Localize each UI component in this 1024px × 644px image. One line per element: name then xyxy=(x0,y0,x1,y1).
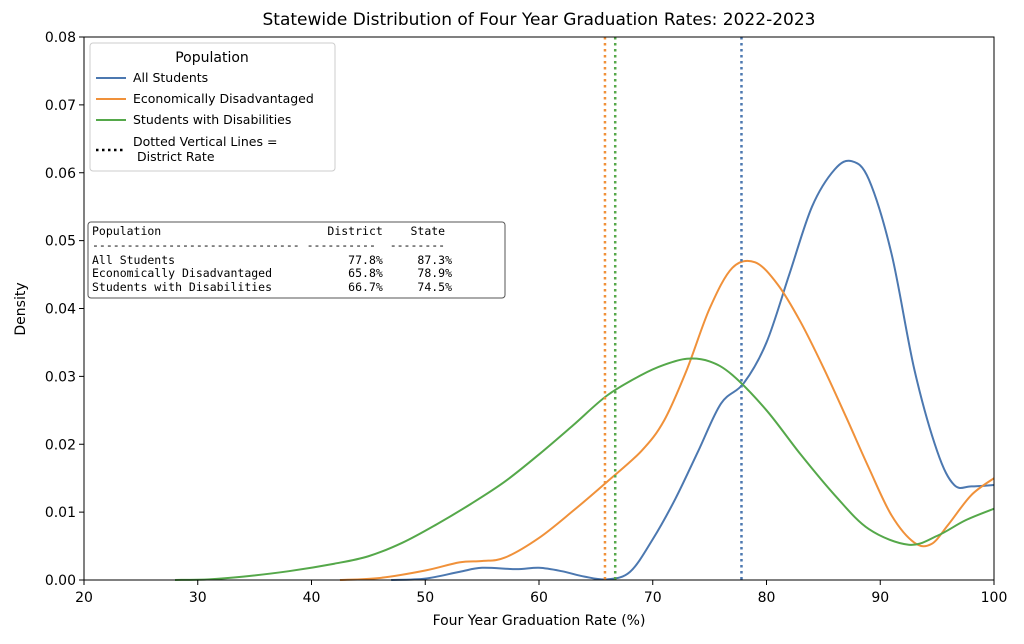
x-tick-label: 40 xyxy=(303,590,321,606)
y-axis: 0.00 0.01 0.02 0.03 0.04 0.05 0.06 0.07 0.08 xyxy=(45,30,84,589)
legend-label-economically-disadvantaged: Economically Disadvantaged xyxy=(133,91,314,106)
chart-title: Statewide Distribution of Four Year Grad… xyxy=(263,10,816,30)
summary-table-box xyxy=(87,221,506,299)
legend: Population All Students Economically Dis… xyxy=(89,42,336,172)
x-axis: 20 30 40 50 60 70 80 90 100 xyxy=(75,580,1007,606)
x-tick-label: 30 xyxy=(189,590,207,606)
y-tick-label: 0.05 xyxy=(45,234,76,250)
y-tick-label: 0.02 xyxy=(45,437,76,453)
summary-table-row: Students with Disabilities 66.7% 74.5% xyxy=(92,280,452,294)
y-axis-label: Density xyxy=(13,282,29,335)
series-line-students-with-disabilities xyxy=(174,357,995,581)
legend-label-all-students: All Students xyxy=(133,70,208,85)
y-tick-label: 0.06 xyxy=(45,166,76,182)
y-tick-label: 0.00 xyxy=(45,573,76,589)
summary-table-row: Economically Disadvantaged 65.8% 78.9% xyxy=(92,266,452,280)
y-tick-label: 0.08 xyxy=(45,30,76,46)
x-tick-label: 90 xyxy=(871,590,889,606)
legend-box xyxy=(89,42,336,172)
legend-title: Population xyxy=(175,50,249,66)
y-tick-label: 0.03 xyxy=(45,369,76,385)
x-axis-label: Four Year Graduation Rate (%) xyxy=(433,613,646,629)
x-tick-label: 100 xyxy=(981,590,1008,606)
x-tick-label: 70 xyxy=(644,590,662,606)
summary-table: Population District State --------------… xyxy=(87,221,506,299)
series-line-economically-disadvantaged xyxy=(339,259,995,581)
legend-label-students-with-disabilities: Students with Disabilities xyxy=(133,112,291,127)
legend-label-dotted-lines: Dotted Vertical Lines = District Rate xyxy=(133,134,277,164)
series-line-all-students xyxy=(391,159,995,581)
summary-table-header: Population District State xyxy=(92,224,445,238)
x-tick-label: 80 xyxy=(758,590,776,606)
summary-table-separator: ------------------------------ ---------… xyxy=(92,238,445,252)
summary-table-row: All Students 77.8% 87.3% xyxy=(92,253,452,267)
x-tick-label: 50 xyxy=(416,590,434,606)
x-tick-label: 60 xyxy=(530,590,548,606)
y-tick-label: 0.07 xyxy=(45,98,76,114)
x-tick-label: 20 xyxy=(75,590,93,606)
y-tick-label: 0.04 xyxy=(45,302,76,318)
plot-area xyxy=(174,37,995,581)
y-tick-label: 0.01 xyxy=(45,505,76,521)
